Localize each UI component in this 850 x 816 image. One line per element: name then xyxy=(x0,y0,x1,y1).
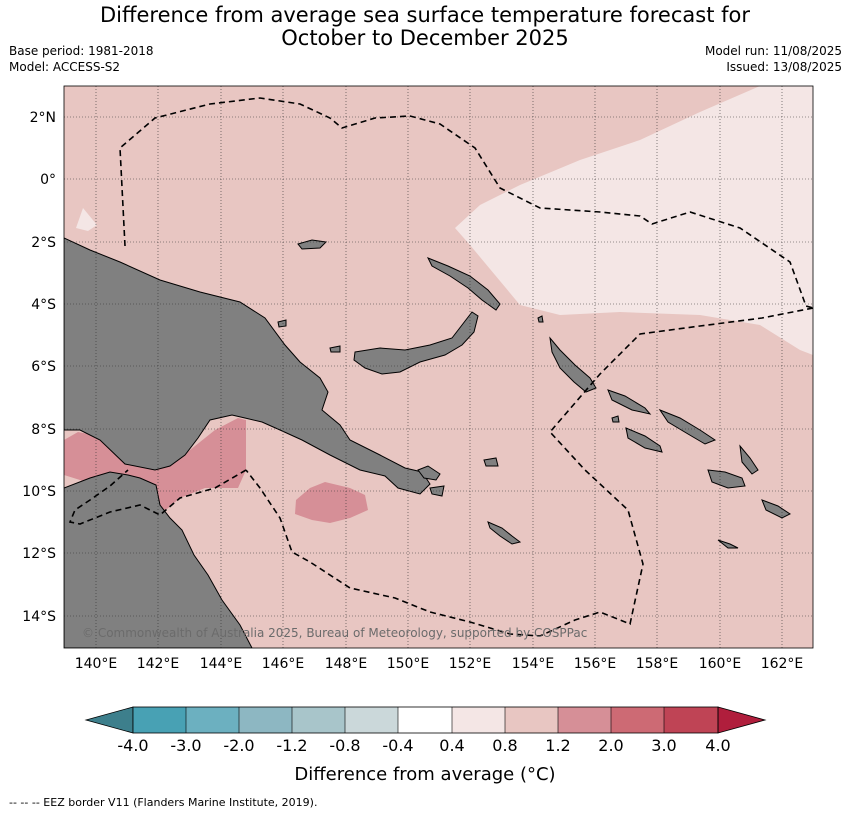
land-guadalcanal xyxy=(707,469,746,489)
colorbar-swatch-7 xyxy=(452,707,505,733)
map-title: Difference from average sea surface temp… xyxy=(0,4,850,50)
colorbar-label-5: -0.8 xyxy=(329,736,360,755)
colorbar-swatch-11 xyxy=(664,707,718,733)
lat-label-4s: 4°S xyxy=(31,297,56,313)
land-islet-3 xyxy=(717,539,739,549)
lon-label-144e: 144°E xyxy=(200,656,243,672)
land-islet-6 xyxy=(611,415,620,423)
lat-label-2s: 2°S xyxy=(31,235,56,251)
title-line-2: October to December 2025 xyxy=(281,26,569,50)
colorbar-label-11: 3.0 xyxy=(651,736,676,755)
copyright-text: © Commonwealth of Australia 2025, Bureau… xyxy=(82,626,587,640)
land-new-georgia xyxy=(625,427,663,453)
colorbar-label-2: -3.0 xyxy=(170,736,201,755)
colorbar-swatch-6 xyxy=(398,707,452,733)
lat-label-2n: 2°N xyxy=(30,110,56,126)
issued-text: Issued: 13/08/2025 xyxy=(726,60,842,74)
colorbar-swatch-over xyxy=(717,706,767,734)
colorbar-frame xyxy=(132,706,719,734)
lat-label-12s: 12°S xyxy=(22,546,56,562)
lon-label-142e: 142°E xyxy=(137,656,180,672)
land-new-ireland xyxy=(426,257,501,311)
colorbar-label-3: -2.0 xyxy=(223,736,254,755)
lat-label-0: 0° xyxy=(40,172,56,188)
land-choiseul xyxy=(607,389,652,415)
graticule xyxy=(64,86,813,648)
colorbar-swatch-8 xyxy=(505,707,558,733)
lon-label-148e: 148°E xyxy=(325,656,368,672)
lat-label-8s: 8°S xyxy=(31,422,56,438)
lon-label-146e: 146°E xyxy=(262,656,305,672)
lat-label-14s: 14°S xyxy=(22,609,56,625)
colorbar-label-4: -1.2 xyxy=(276,736,307,755)
colorbar-label-10: 2.0 xyxy=(598,736,623,755)
lon-label-150e: 150°E xyxy=(387,656,430,672)
lat-labels: 2°N 0° 2°S 4°S 6°S 8°S 10°S 12°S 14°S xyxy=(22,110,56,625)
land-islet-5 xyxy=(329,345,341,353)
colorbar-title: Difference from average (°C) xyxy=(294,764,555,785)
model-run-text: Model run: 11/08/2025 xyxy=(704,44,842,58)
anomaly-field-0.4-0.8-east xyxy=(455,86,813,355)
colorbar-label-1: -4.0 xyxy=(117,736,148,755)
lat-label-6s: 6°S xyxy=(31,359,56,375)
meta-left: Base period: 1981-2018 Model: ACCESS-S2 xyxy=(9,43,154,75)
colorbar-label-6: -0.4 xyxy=(382,736,413,755)
lon-label-156e: 156°E xyxy=(574,656,617,672)
lon-label-140e: 140°E xyxy=(75,656,118,672)
anomaly-field-1.2-2.0-coral-sea xyxy=(295,482,368,523)
colorbar-dividers xyxy=(185,707,665,733)
model-text: Model: ACCESS-S2 xyxy=(9,60,121,74)
lon-label-162e: 162°E xyxy=(761,656,804,672)
lon-label-158e: 158°E xyxy=(636,656,679,672)
colorbar-swatch-4 xyxy=(292,707,345,733)
colorbar-swatch-3 xyxy=(239,707,292,733)
land-islet-2 xyxy=(483,457,499,467)
land-dentrecasteaux xyxy=(417,465,441,481)
colorbar-swatch-1 xyxy=(133,707,186,733)
land-makira xyxy=(761,499,791,519)
colorbar-swatch-2 xyxy=(186,707,239,733)
land-malaita xyxy=(739,444,759,475)
land-bougainville xyxy=(549,336,597,393)
colorbar-swatch-10 xyxy=(611,707,664,733)
base-period-text: Base period: 1981-2018 xyxy=(9,44,154,58)
eez-legend-text: -- -- -- EEZ border V11 (Flanders Marine… xyxy=(9,796,318,809)
eez-border xyxy=(68,97,813,637)
land-louisiade xyxy=(487,521,522,545)
land-islet-4 xyxy=(277,319,287,328)
map-frame xyxy=(63,85,814,649)
colorbar-swatch-9 xyxy=(558,707,611,733)
land-islet-7 xyxy=(537,315,544,323)
colorbar-label-9: 1.2 xyxy=(545,736,570,755)
lon-label-152e: 152°E xyxy=(449,656,492,672)
lon-labels: 140°E 142°E 144°E 146°E 148°E 150°E 152°… xyxy=(75,656,804,672)
land-new-britain xyxy=(353,311,479,375)
lon-label-154e: 154°E xyxy=(512,656,555,672)
title-line-1: Difference from average sea surface temp… xyxy=(100,3,750,27)
land-santa-isabel xyxy=(658,408,717,445)
colorbar-swatch-under xyxy=(84,706,134,734)
colorbar: -4.0 -3.0 -2.0 -1.2 -0.8 -0.4 0.4 0.8 1.… xyxy=(84,706,767,785)
lat-label-10s: 10°S xyxy=(22,484,56,500)
colorbar-label-7: 0.4 xyxy=(439,736,464,755)
colorbar-swatch-5 xyxy=(345,707,398,733)
map-area: © Commonwealth of Australia 2025, Bureau… xyxy=(64,86,813,648)
anomaly-field-0.4-0.8-west xyxy=(76,208,97,231)
lon-label-160e: 160°E xyxy=(699,656,742,672)
colorbar-label-12: 4.0 xyxy=(705,736,730,755)
colorbar-label-8: 0.8 xyxy=(492,736,517,755)
meta-right: Model run: 11/08/2025 Issued: 13/08/2025 xyxy=(705,43,842,75)
